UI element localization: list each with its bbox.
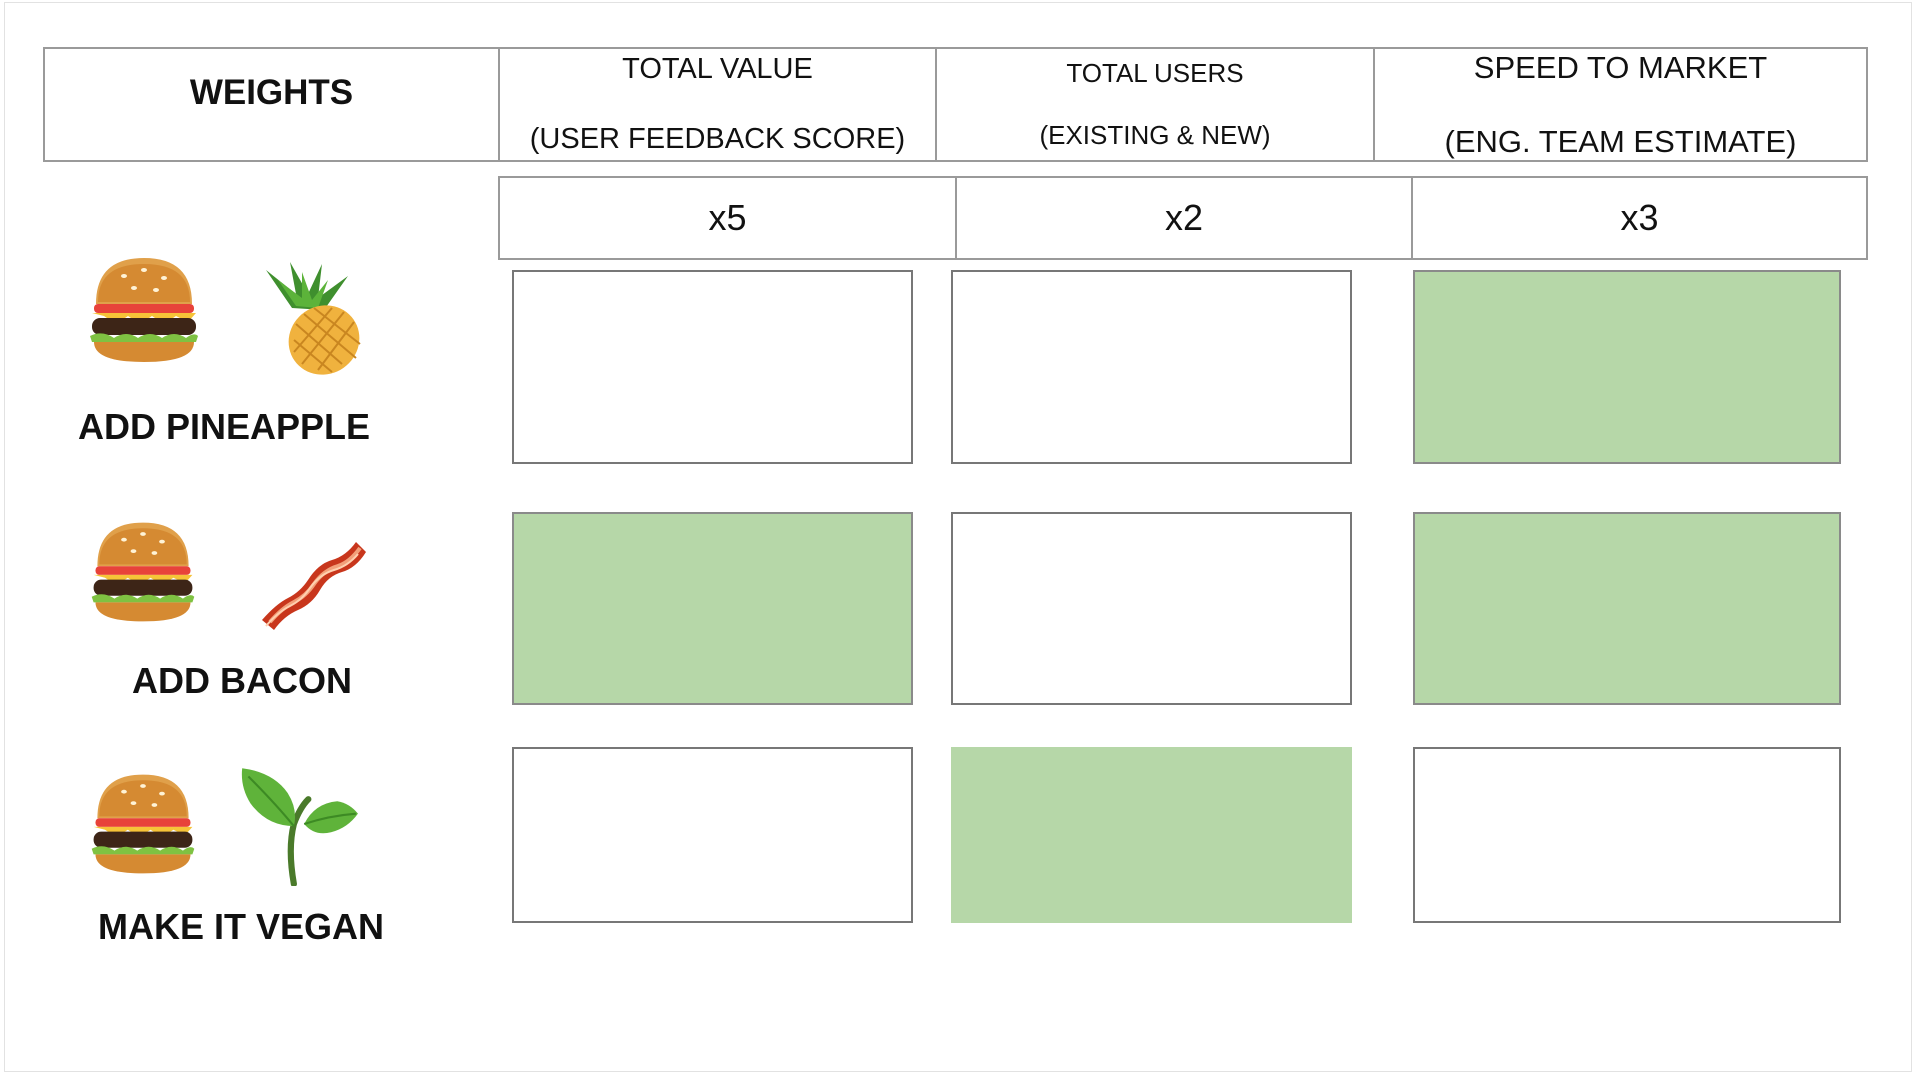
score-cell-total-users[interactable] [951,747,1352,923]
feature-label: MAKE IT VEGAN [98,906,385,947]
seedling-icon [236,762,360,886]
weights-header: WEIGHTS [43,47,500,162]
pineapple-icon [252,260,372,380]
column-header-line1: TOTAL USERS [1066,57,1244,88]
column-header-line2: (EXISTING & NEW) [1039,120,1271,151]
weight-cell-total-users: x2 [955,176,1413,260]
burger-icon [86,764,200,884]
column-header-speed-to-market: SPEED TO MARKET (ENG. TEAM ESTIMATE) [1373,47,1868,162]
column-header-line2: (USER FEEDBACK SCORE) [529,122,906,155]
weight-value: x5 [708,197,747,238]
column-header-line1: TOTAL VALUE [622,53,813,86]
burger-icon [86,512,200,632]
column-header-total-users: TOTAL USERS (EXISTING & NEW) [935,47,1375,162]
bacon-icon [248,520,376,640]
score-cell-total-value[interactable] [512,270,913,464]
column-header-total-value: TOTAL VALUE (USER FEEDBACK SCORE) [498,47,937,162]
weights-label: WEIGHTS [189,73,354,112]
slide-frame [4,2,1912,1072]
feature-label: ADD PINEAPPLE [78,406,371,447]
weight-value: x3 [1620,197,1659,238]
weight-value: x2 [1164,197,1204,238]
score-cell-total-value[interactable] [512,747,913,923]
weight-cell-speed-to-market: x3 [1411,176,1868,260]
score-cell-total-users[interactable] [951,270,1352,464]
score-cell-speed-to-market[interactable] [1413,270,1841,464]
column-header-line2: (ENG. TEAM ESTIMATE) [1444,124,1797,160]
score-cell-total-value[interactable] [512,512,913,705]
score-cell-total-users[interactable] [951,512,1352,705]
weight-cell-total-value: x5 [498,176,957,260]
feature-label: ADD BACON [132,660,352,701]
burger-icon [84,250,204,370]
score-cell-speed-to-market[interactable] [1413,747,1841,923]
column-header-line1: SPEED TO MARKET [1473,49,1768,85]
score-cell-speed-to-market[interactable] [1413,512,1841,705]
